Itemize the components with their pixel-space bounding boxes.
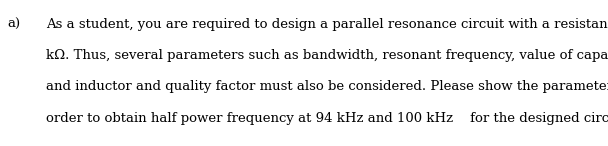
Text: kΩ. Thus, several parameters such as bandwidth, resonant frequency, value of cap: kΩ. Thus, several parameters such as ban…: [46, 49, 608, 62]
Text: order to obtain half power frequency at 94 kHz and 100 kHz    for the designed c: order to obtain half power frequency at …: [46, 112, 608, 125]
Text: As a student, you are required to design a parallel resonance circuit with a res: As a student, you are required to design…: [46, 18, 608, 31]
Text: a): a): [7, 18, 21, 31]
Text: and inductor and quality factor must also be considered. Please show the paramet: and inductor and quality factor must als…: [46, 80, 608, 93]
